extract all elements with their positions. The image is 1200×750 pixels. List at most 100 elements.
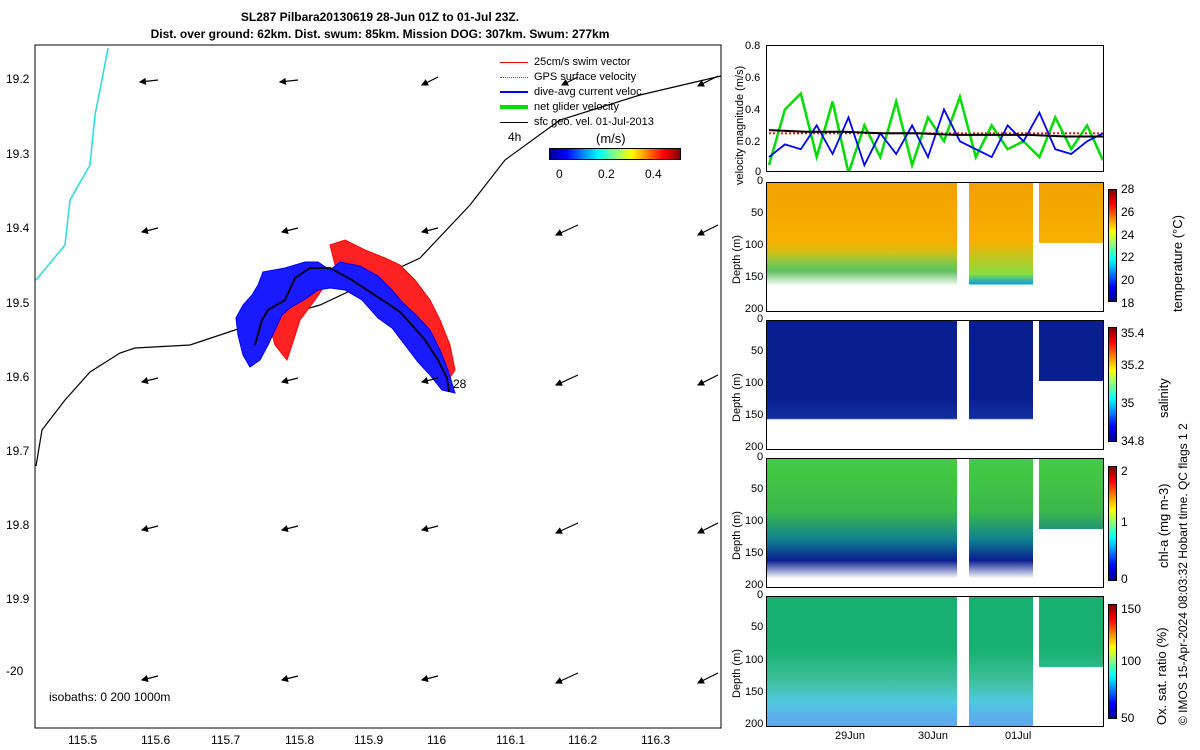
- geo-velocity-arrow: [280, 377, 299, 385]
- colorbar-tick: 20: [1121, 273, 1135, 288]
- depth-ytick: 50: [751, 483, 764, 495]
- legend-item: 25cm/s swim vector: [500, 55, 631, 69]
- depth-ytick: 50: [751, 207, 764, 219]
- colorbar-tick: 0: [1121, 572, 1128, 586]
- oxygen-colorbar-label: Ox. sat. ratio (%): [1154, 627, 1169, 725]
- colorbar-tick: 26: [1121, 204, 1135, 219]
- depth-ytick: 150: [745, 547, 764, 559]
- colorbar-tick: 0.4: [645, 167, 662, 181]
- geo-velocity-arrow: [554, 672, 579, 684]
- map-ytick: 19.6: [6, 370, 30, 384]
- isobaths-label: isobaths: 0 200 1000m: [49, 690, 171, 704]
- map-xtick: 116.1: [496, 733, 526, 747]
- velocity-series-line: [768, 129, 1103, 138]
- depth-ytick: 150: [745, 685, 764, 698]
- map-xtick: 116.2: [568, 733, 598, 747]
- chla-ylabel: Depth (m): [731, 511, 743, 560]
- depth-ytick: 0: [757, 589, 764, 601]
- vel-ytick: 0.4: [745, 104, 761, 116]
- geo-velocity-arrow: [140, 675, 159, 683]
- depth-ytick: 50: [751, 345, 764, 357]
- chart-title-line1: SL287 Pilbara20130619 28-Jun 01Z to 01-J…: [240, 10, 520, 24]
- map-ytick: 19.5: [6, 296, 30, 310]
- geo-velocity-arrow: [280, 227, 299, 235]
- map-xtick: 115.7: [211, 733, 241, 747]
- geo-velocity-arrow: [138, 77, 159, 85]
- current-vectors: [235, 261, 456, 394]
- depth-ytick: 200: [745, 579, 764, 591]
- chla-colorbar: [1108, 466, 1117, 581]
- colorbar-tick: 1: [1121, 515, 1128, 529]
- vel-ytick: 0.2: [745, 136, 761, 148]
- map-ytick: 19.7: [6, 444, 30, 458]
- colorbar-tick: 150: [1121, 602, 1142, 616]
- geo-velocity-arrow: [280, 525, 299, 533]
- map-ytick: 19.3: [6, 147, 30, 161]
- chla-panel: [766, 458, 1104, 588]
- vel-ytick: 0.6: [745, 72, 761, 84]
- legend-item: dive-avg current veloc.: [500, 85, 645, 99]
- depth-ytick: 150: [745, 271, 764, 283]
- depth-ytick: 100: [745, 377, 764, 389]
- oxygen-colorbar: [1108, 604, 1117, 719]
- map-ytick: -20: [6, 664, 24, 678]
- velocity-series-line: [767, 91, 1103, 171]
- salinity-colorbar: [1108, 327, 1117, 442]
- geo-velocity-arrow: [696, 522, 719, 534]
- geo-velocity-arrow: [560, 76, 579, 86]
- oxygen-panel: [766, 596, 1104, 727]
- colorbar-tick: 100: [1121, 653, 1142, 668]
- velocity-plot: [767, 91, 1103, 171]
- isobath-line-0m: [35, 47, 109, 281]
- salinity-ylabel: Depth (m): [731, 373, 743, 422]
- geo-velocity-arrow: [696, 374, 719, 386]
- velocity-series-line: [768, 107, 1103, 168]
- vel-ytick: 0: [755, 166, 762, 178]
- legend-item: sfc geo. vel. 01-Jul-2013: [500, 115, 654, 129]
- geo-velocity-arrow: [554, 224, 579, 236]
- geo-velocity-arrow: [280, 675, 299, 683]
- map-xtick: 116.3: [641, 733, 671, 747]
- depth-ytick: 0: [757, 451, 764, 463]
- speed-colorbar: [549, 148, 681, 160]
- temperature-colorbar: [1108, 189, 1117, 302]
- map-xtick: 115.5: [68, 733, 98, 747]
- vel-ytick: 0.8: [745, 40, 761, 52]
- depth-ytick: 200: [745, 718, 764, 730]
- geo-velocity-arrow: [696, 672, 719, 684]
- time-xtick: 30Jun: [918, 730, 948, 742]
- map-xtick: 115.8: [285, 733, 315, 747]
- chart-title-line2: Dist. over ground: 62km. Dist. swum: 85k…: [150, 27, 610, 41]
- geo-velocity-arrow: [420, 525, 439, 533]
- velocity-panel: [766, 45, 1104, 172]
- depth-ytick: 100: [745, 653, 764, 666]
- depth-ytick: 150: [745, 409, 764, 421]
- map-xtick: 116: [427, 733, 447, 747]
- colorbar-tick: 28: [1121, 182, 1135, 196]
- depth-ytick: 200: [745, 441, 764, 453]
- temperature-colorbar-label: temperature (°C): [1170, 215, 1185, 312]
- depth-ytick: 0: [757, 175, 764, 187]
- depth-ytick: 0: [757, 313, 764, 325]
- legend-item: net glider velocity: [500, 100, 619, 114]
- geo-velocity-arrow: [278, 77, 299, 85]
- colorbar-title: (m/s): [596, 131, 626, 146]
- salinity-panel: [766, 320, 1104, 450]
- depth-ytick: 200: [745, 303, 764, 315]
- salinity-colorbar-label: salinity: [1156, 378, 1171, 418]
- colorbar-tick: 35.4: [1121, 326, 1145, 340]
- geo-velocity-arrow: [140, 525, 159, 533]
- colorbar-tick: 35.2: [1121, 358, 1145, 372]
- temperature-panel: [766, 182, 1104, 312]
- copyright-text: © IMOS 15-Apr-2024 08:03:32 Hobart time.…: [1176, 423, 1190, 725]
- temp-ylabel: Depth (m): [731, 235, 743, 284]
- map-ytick: 19.4: [6, 221, 30, 235]
- map-ytick: 19.2: [6, 72, 30, 86]
- geo-velocity-arrow: [696, 224, 719, 236]
- glider-track: [254, 267, 450, 393]
- map-ytick: 19.9: [6, 592, 30, 606]
- geo-velocity-arrow: [420, 76, 439, 86]
- geo-velocity-arrow: [420, 377, 439, 385]
- track-day-label: 28: [453, 377, 467, 391]
- colorbar-tick: 22: [1121, 250, 1135, 265]
